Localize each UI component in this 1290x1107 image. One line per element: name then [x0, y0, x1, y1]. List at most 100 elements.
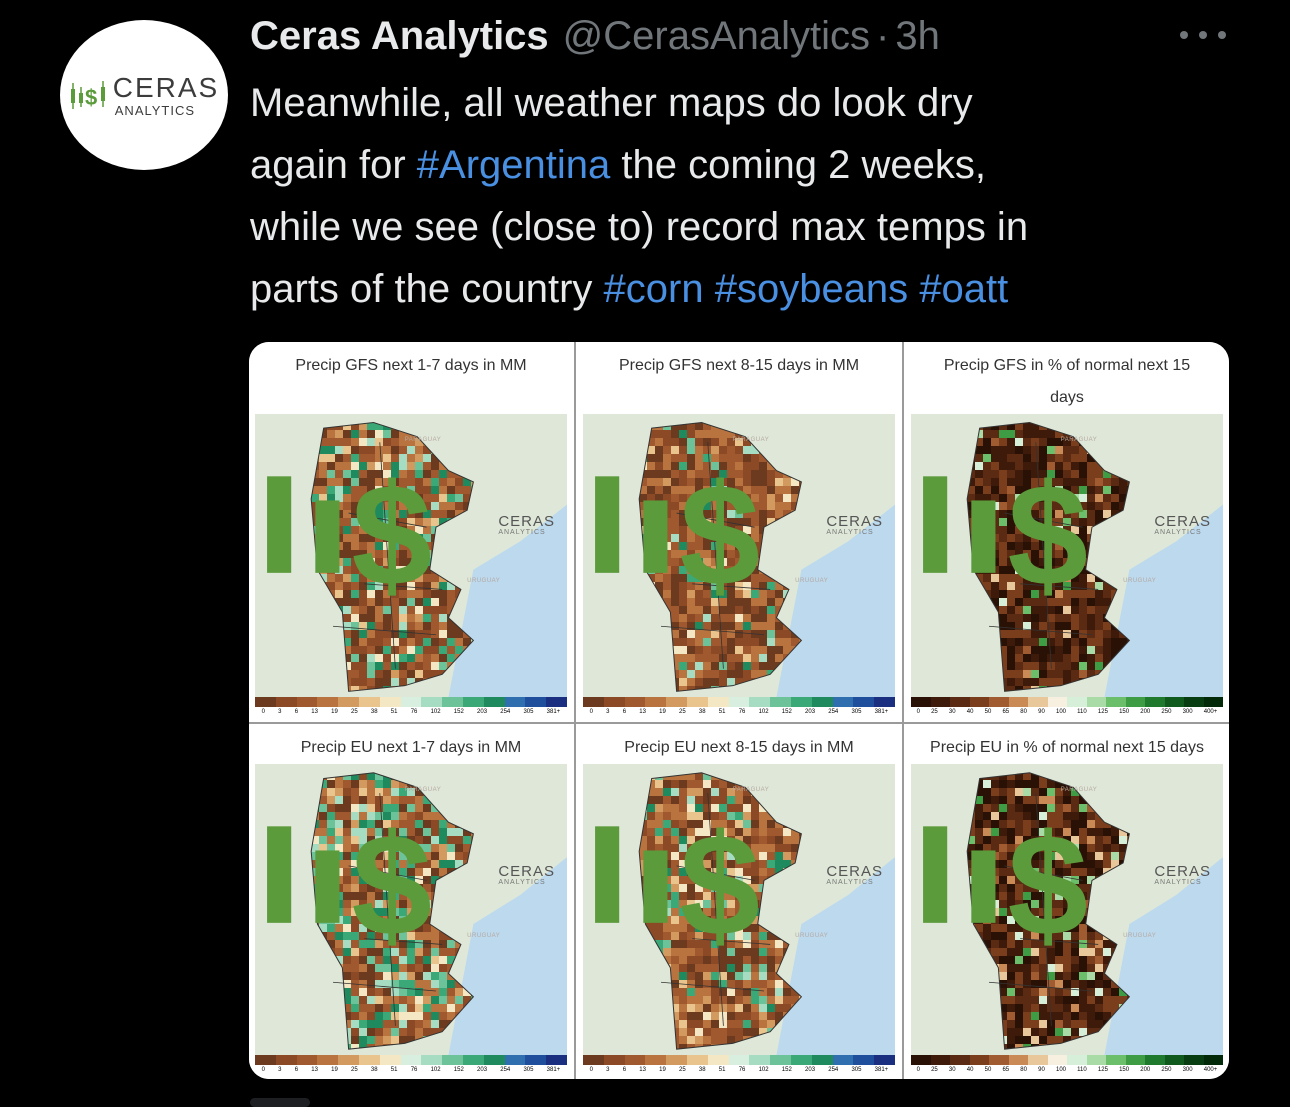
- color-scale-bar: [255, 697, 567, 707]
- more-dot: [1180, 31, 1188, 39]
- user-handle[interactable]: @CerasAnalytics: [562, 14, 871, 58]
- tweet-text: Meanwhile, all weather maps do look dry a…: [250, 72, 1260, 320]
- scale-tick-label: 90: [1038, 709, 1045, 715]
- scale-swatch: [358, 1055, 380, 1065]
- precip-map: PARAGUAY URUGUAY $ CERAS ANALYTICS: [583, 414, 895, 697]
- map-label-paraguay: PARAGUAY: [732, 787, 770, 794]
- scale-swatch: [583, 697, 604, 707]
- logo-analytics-text: ANALYTICS: [114, 102, 196, 118]
- scale-tick-label: 200: [1140, 1067, 1151, 1073]
- scale-swatch: [853, 1055, 875, 1065]
- scroll-indicator: [250, 1098, 310, 1107]
- scale-tick-label: 381+: [546, 709, 561, 715]
- watermark-ceras-text: CERAS: [826, 862, 883, 880]
- panel-divider: [902, 342, 904, 1079]
- scale-tick-label: 102: [430, 1067, 441, 1073]
- map-label-uruguay: URUGUAY: [1123, 932, 1157, 939]
- scale-tick-label: 38: [698, 1067, 706, 1073]
- scale-swatch: [296, 697, 318, 707]
- scale-tick-label: 25: [931, 709, 938, 715]
- scale-swatch: [442, 697, 463, 707]
- scale-swatch: [1028, 697, 1048, 707]
- hashtag-link[interactable]: #soybeans: [714, 267, 909, 311]
- scale-swatch: [811, 697, 833, 707]
- scale-swatch: [645, 1055, 667, 1065]
- scale-tick-label: 19: [331, 1067, 338, 1073]
- scale-tick-label: 13: [639, 709, 646, 715]
- map-label-paraguay: PARAGUAY: [404, 787, 442, 794]
- scale-swatch: [686, 1055, 708, 1065]
- ceras-watermark: $ CERAS ANALYTICS: [583, 766, 883, 983]
- tweet-header: Ceras Analytics @CerasAnalytics · 3h: [250, 14, 940, 62]
- scale-swatch: [1184, 697, 1204, 707]
- scale-swatch: [525, 1055, 547, 1065]
- more-options-icon[interactable]: [1180, 20, 1226, 50]
- map-panel-title: Precip GFS in % of normal next 15 days: [943, 357, 1191, 406]
- ceras-watermark: $ CERAS ANALYTICS: [255, 766, 555, 983]
- scale-swatch: [296, 1055, 318, 1065]
- watermark-analytics-text: ANALYTICS: [498, 528, 546, 536]
- scale-swatch: [911, 1055, 931, 1065]
- scale-tick-label: 6: [294, 709, 299, 715]
- scale-tick-label: 305: [851, 1067, 862, 1073]
- hashtag-link[interactable]: #oatt: [919, 267, 1009, 311]
- scale-tick-label: 0: [916, 1067, 920, 1073]
- ceras-watermark-icon: $: [267, 804, 432, 966]
- scale-tick-label: 3: [606, 709, 610, 715]
- scale-tick-label: 100: [1055, 709, 1066, 715]
- panel-divider: [574, 342, 576, 1079]
- map-panel-title: Precip EU in % of normal next 15 days: [930, 739, 1204, 756]
- separator-dot: ·: [876, 14, 890, 58]
- ceras-watermark: $ CERAS ANALYTICS: [583, 416, 883, 633]
- display-name[interactable]: Ceras Analytics: [250, 14, 549, 58]
- scale-tick-label: 203: [477, 709, 488, 715]
- map-panel: Precip GFS next 1-7 days in MM PARAGUAY UR…: [249, 342, 573, 721]
- map-label-uruguay: URUGUAY: [795, 932, 829, 939]
- scale-tick-label: 25: [351, 709, 358, 715]
- tweet-text-line: while we see (close to) record max temps…: [250, 196, 1260, 258]
- scale-tick-label: 13: [639, 1067, 646, 1073]
- scale-tick-label: 0: [261, 1067, 265, 1073]
- scale-tick-label: 150: [1119, 709, 1130, 715]
- scale-tick-label: 19: [659, 1067, 666, 1073]
- watermark-analytics-text: ANALYTICS: [1154, 528, 1202, 536]
- scale-swatch: [421, 697, 443, 707]
- scale-tick-label: 400+: [1203, 709, 1218, 715]
- scale-tick-label: 19: [331, 709, 338, 715]
- timestamp[interactable]: 3h: [895, 14, 940, 58]
- scale-swatch: [317, 697, 339, 707]
- avatar[interactable]: $ CERAS ANALYTICS: [60, 20, 228, 170]
- scale-tick-label: 25: [931, 1067, 938, 1073]
- scale-tick-label: 25: [351, 1067, 358, 1073]
- ceras-watermark-icon: $: [923, 804, 1088, 966]
- scale-swatch: [1203, 697, 1223, 707]
- scale-swatch: [666, 697, 687, 707]
- map-panel: Precip EU next 8-15 days in MM PARAGUAY UR…: [577, 724, 901, 1079]
- precip-map: PARAGUAY URUGUAY $ CERAS ANALYTICS: [255, 764, 567, 1055]
- scale-swatch: [811, 1055, 833, 1065]
- hashtag-link[interactable]: #Argentina: [416, 143, 611, 187]
- tweet-media-image[interactable]: Precip GFS next 1-7 days in MM PARAGUAY UR…: [249, 342, 1229, 1079]
- hashtag-link[interactable]: #corn: [603, 267, 704, 311]
- tweet-text-line: parts of the country #corn #soybeans #oa…: [250, 258, 1260, 320]
- color-scale-labels: 0 3 6 13 19 25 38 51 76 102 152 203 254 305 381+: [255, 707, 567, 717]
- color-scale-bar: [255, 1055, 567, 1065]
- scale-tick-label: 30: [948, 1067, 956, 1073]
- scale-tick-label: 38: [370, 1067, 378, 1073]
- ceras-watermark: $ CERAS ANALYTICS: [255, 416, 555, 633]
- scale-swatch: [1184, 1055, 1204, 1065]
- scale-tick-label: 305: [523, 1067, 534, 1073]
- scale-swatch: [989, 697, 1009, 707]
- scale-swatch: [874, 697, 895, 707]
- scale-tick-label: 102: [758, 1067, 769, 1073]
- scale-tick-label: 152: [781, 1067, 792, 1073]
- watermark-ceras-text: CERAS: [498, 512, 555, 530]
- map-panel-title: Precip GFS next 1-7 days in MM: [295, 357, 527, 374]
- map-label-uruguay: URUGUAY: [1123, 578, 1157, 585]
- map-label-paraguay: PARAGUAY: [1060, 787, 1098, 794]
- watermark-analytics-text: ANALYTICS: [498, 878, 546, 886]
- scale-tick-label: 13: [311, 1067, 318, 1073]
- watermark-ceras-text: CERAS: [1154, 512, 1211, 530]
- scale-tick-label: 152: [453, 709, 464, 715]
- ceras-watermark-icon: $: [267, 454, 432, 616]
